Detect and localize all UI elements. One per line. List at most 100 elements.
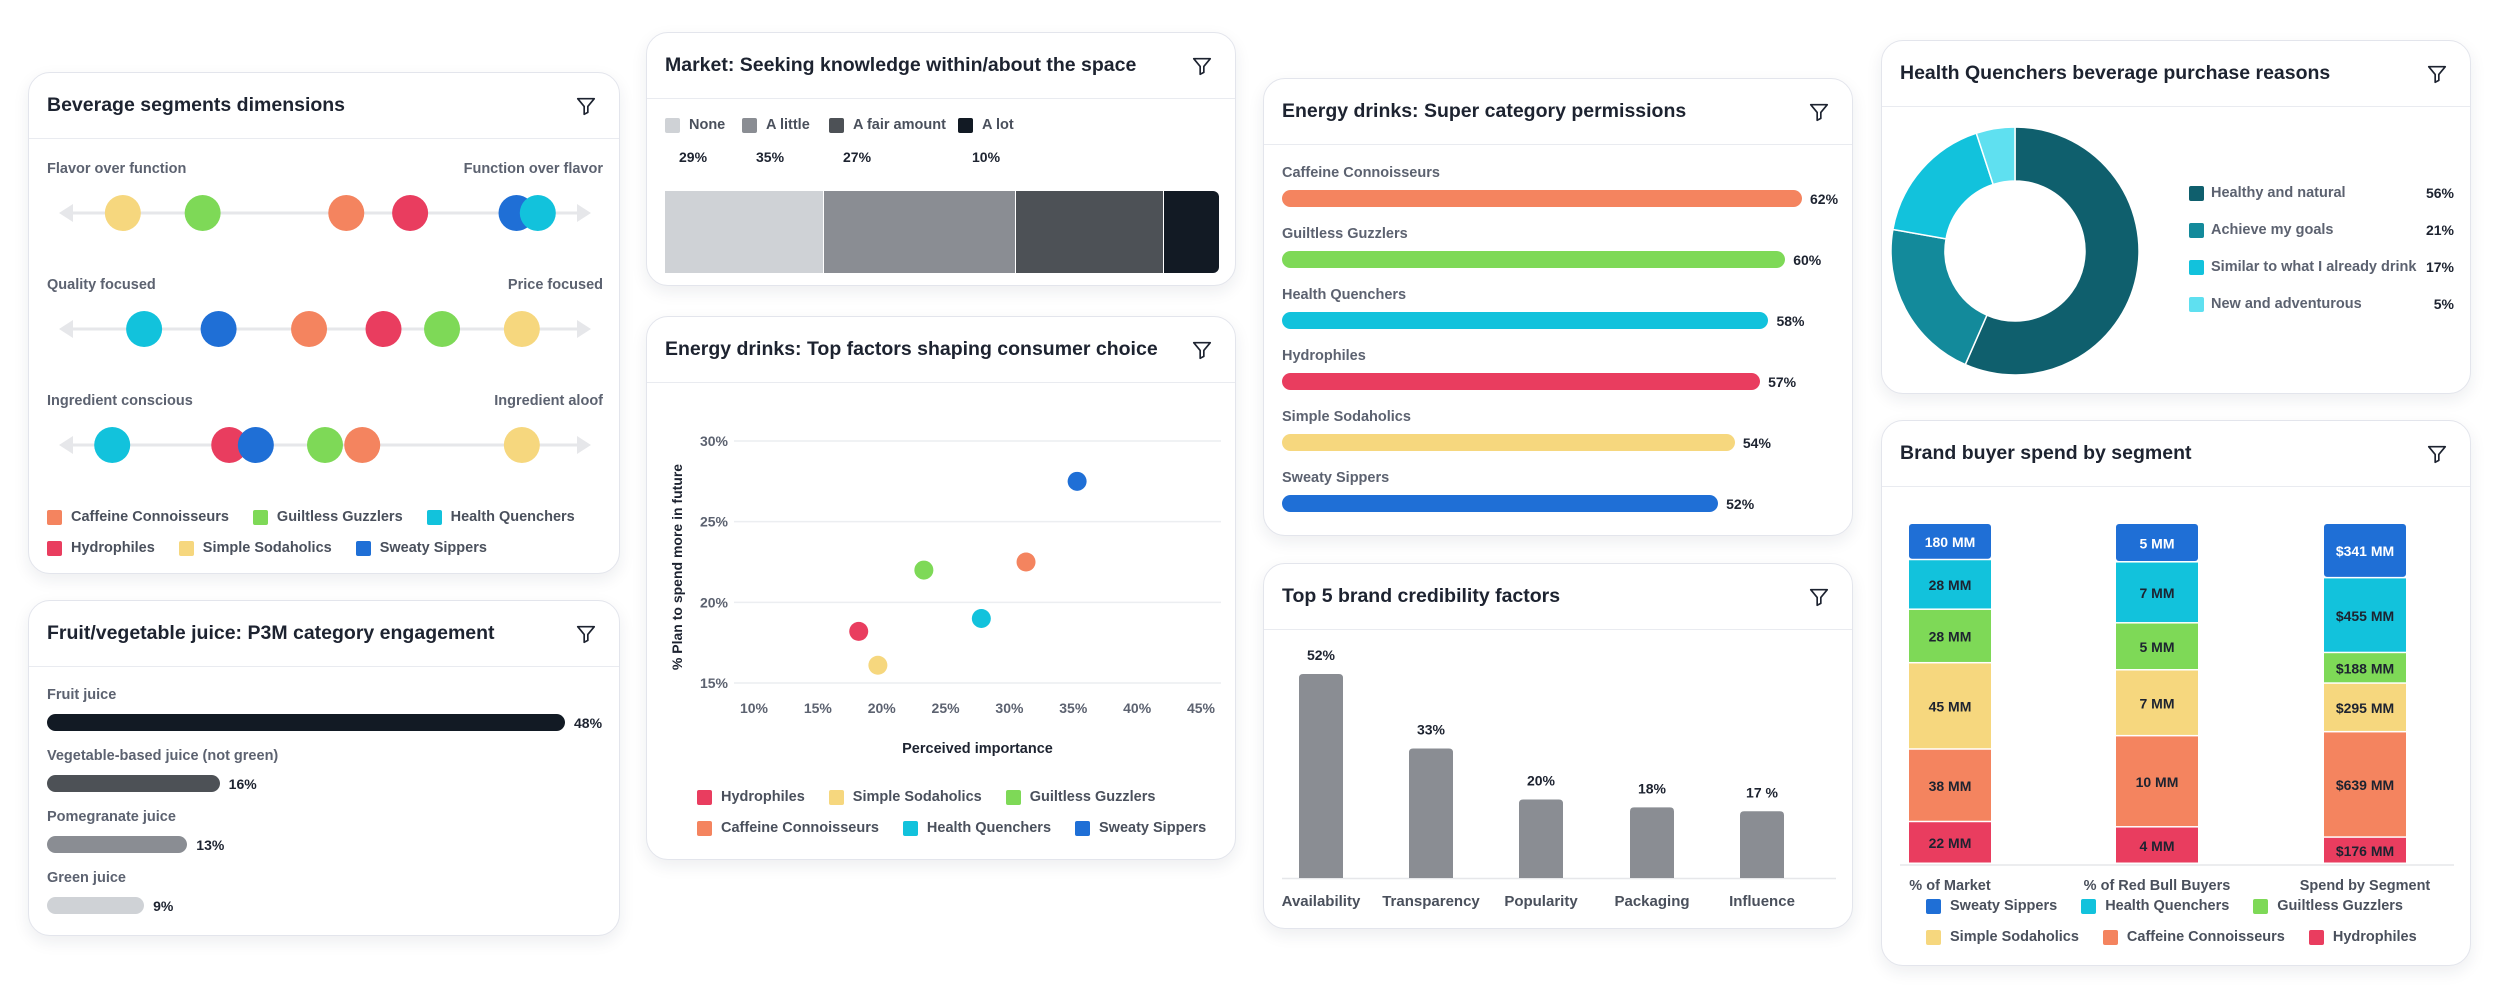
legend-item-health[interactable]: Health Quenchers (902, 820, 1051, 836)
column-category-label: % of Market (1909, 878, 1991, 894)
filter-icon[interactable] (1189, 337, 1215, 363)
legend-item-health[interactable]: Health Quenchers (426, 509, 575, 525)
legend-row: Hydrophiles Simple Sodaholics Sweaty Sippe… (47, 540, 487, 556)
dimension-left-label: Ingredient conscious (47, 393, 193, 409)
card-brand-spend: Brand buyer spend by segment 180 MM 28 MM… (1881, 420, 2471, 966)
stacked-knowledge-chart: None 29% A little 35% A fair amount 27% A lot 1… (647, 99, 1235, 285)
legend-label: Hydrophiles (71, 540, 155, 556)
filter-icon[interactable] (2424, 61, 2450, 87)
legend-item-guiltless[interactable]: Guiltless Guzzlers (1005, 789, 1155, 805)
stack-segment-caffeine (2116, 736, 2198, 827)
filter-icon[interactable] (2424, 441, 2450, 467)
credibility-bar (1740, 811, 1784, 878)
legend-swatch (426, 509, 442, 525)
legend-label: None (689, 117, 726, 133)
card-title: Energy drinks: Top factors shaping consu… (665, 338, 1158, 360)
legend-item-guiltless[interactable]: Guiltless Guzzlers (2253, 898, 2403, 914)
legend-item-sweaty[interactable]: Sweaty Sippers (355, 540, 487, 556)
legend-item-sweaty[interactable]: Sweaty Sippers (1926, 898, 2057, 914)
stack-segment-alittle (824, 191, 1015, 273)
stack-segment-sweaty (2324, 524, 2406, 577)
filter-icon[interactable] (1806, 584, 1832, 610)
bar-value-label: 48% (574, 715, 603, 731)
bar (47, 775, 220, 792)
y-axis-label: % Plan to spend more in future (669, 464, 685, 670)
legend-value: 21% (2425, 222, 2454, 238)
segment-dot-hydro (365, 311, 402, 347)
legend-swatch (1075, 820, 1091, 836)
stack-segment-hydro (2116, 827, 2198, 863)
y-tick-label: 25% (700, 514, 729, 530)
bar-value-label: 57% (1768, 374, 1797, 390)
stack-value-label: 38 MM (1929, 778, 1972, 794)
card-title: Brand buyer spend by segment (1900, 442, 2192, 464)
filter-icon[interactable] (1806, 99, 1832, 125)
stack-segment-hydro (2324, 837, 2406, 863)
card-title: Top 5 brand credibility factors (1282, 585, 1561, 607)
legend-swatch (1926, 929, 1941, 945)
legend-item-hydro[interactable]: Hydrophiles (697, 789, 805, 805)
bar-category-label: Sweaty Sippers (1282, 470, 1390, 486)
y-tick-label: 15% (700, 675, 729, 691)
legend-swatch (697, 789, 712, 805)
x-tick-label: 10% (740, 700, 769, 716)
bar-value-label: 17 % (1746, 784, 1778, 800)
stack-value-label: $188 MM (2336, 661, 2394, 677)
legend-label: Guiltless Guzzlers (276, 509, 403, 525)
legend-item-simple[interactable]: Simple Sodaholics (828, 789, 982, 805)
legend-swatch (742, 117, 757, 133)
legend-item-hydro[interactable]: Hydrophiles (2308, 929, 2417, 945)
legend-swatch (2102, 929, 2118, 945)
bar-category-label: Popularity (1504, 893, 1578, 910)
segment-dot-simple (104, 195, 141, 231)
legend-item-guiltless[interactable]: Guiltless Guzzlers (252, 509, 403, 525)
segment-dot-guiltless (307, 427, 343, 463)
legend-item-afair[interactable]: A fair amount (829, 117, 946, 133)
segment-dot-caffeine (328, 195, 365, 231)
card-market-knowledge: Market: Seeking knowledge within/about t… (646, 32, 1236, 286)
bar (47, 714, 565, 731)
bar-value-label: 52% (1307, 647, 1336, 663)
legend-row: Caffeine Connoisseurs Health Quenchers Swe… (697, 820, 1206, 836)
legend-swatch (178, 540, 194, 556)
stack-value-label: $639 MM (2336, 777, 2394, 793)
legend-swatch (47, 540, 62, 556)
legend-item-hydro[interactable]: Hydrophiles (47, 540, 155, 556)
legend-item-alittle[interactable]: A little (742, 117, 810, 133)
legend-item-simple[interactable]: Simple Sodaholics (1926, 929, 2079, 945)
card-header: Fruit/vegetable juice: P3M category enga… (29, 601, 619, 667)
stack-segment-simple (1909, 663, 1991, 749)
scatter-point-sweaty (1067, 471, 1087, 491)
segment-percent-label: 27% (843, 149, 872, 165)
legend-item-sweaty[interactable]: Sweaty Sippers (1075, 820, 1206, 836)
juice-bar-chart: Fruit juice 48% Vegetable-based juice (not… (29, 667, 619, 935)
legend-item-caffeine[interactable]: Caffeine Connoisseurs (2102, 929, 2285, 945)
stack-value-label: 180 MM (1925, 534, 1976, 550)
legend-item-caffeine[interactable]: Caffeine Connoisseurs (697, 820, 879, 836)
stack-value-label: 7 MM (2140, 585, 2175, 601)
arrow-right-icon (577, 204, 591, 222)
stack-value-label: $176 MM (2336, 843, 2394, 859)
donut-slice (1975, 126, 2016, 186)
super-category-bar-chart: Caffeine Connoisseurs 62% Guiltless Guzzle… (1264, 145, 1852, 535)
legend-label: Similar to what I already drink (2211, 259, 2417, 275)
segment-dot-simple (503, 427, 540, 463)
legend-item-alot[interactable]: A lot (958, 117, 1014, 133)
bar-value-label: 9% (153, 898, 174, 914)
stack-value-label: $455 MM (2336, 608, 2394, 624)
filter-icon[interactable] (1189, 53, 1215, 79)
filter-icon[interactable] (573, 93, 599, 119)
legend-item-none[interactable]: None (665, 117, 725, 133)
legend-value: 5% (2433, 296, 2454, 312)
legend-item-health[interactable]: Health Quenchers (2081, 898, 2229, 914)
scatter-plot: 15% 20% 25% 30% 10% 15% 20% 25% 30% 35% 40% 45% Perc… (669, 433, 1221, 757)
legend-label: Healthy and natural (2211, 185, 2346, 201)
filter-icon[interactable] (573, 621, 599, 647)
dimension-right-label: Ingredient aloof (494, 393, 603, 409)
legend-label: Sweaty Sippers (379, 540, 487, 556)
scatter-point-simple (868, 655, 888, 675)
legend-item-caffeine[interactable]: Caffeine Connoisseurs (47, 509, 229, 525)
legend-swatch (958, 117, 973, 133)
legend-item-simple[interactable]: Simple Sodaholics (178, 540, 332, 556)
card-super-category: Energy drinks: Super category permission… (1263, 78, 1853, 536)
